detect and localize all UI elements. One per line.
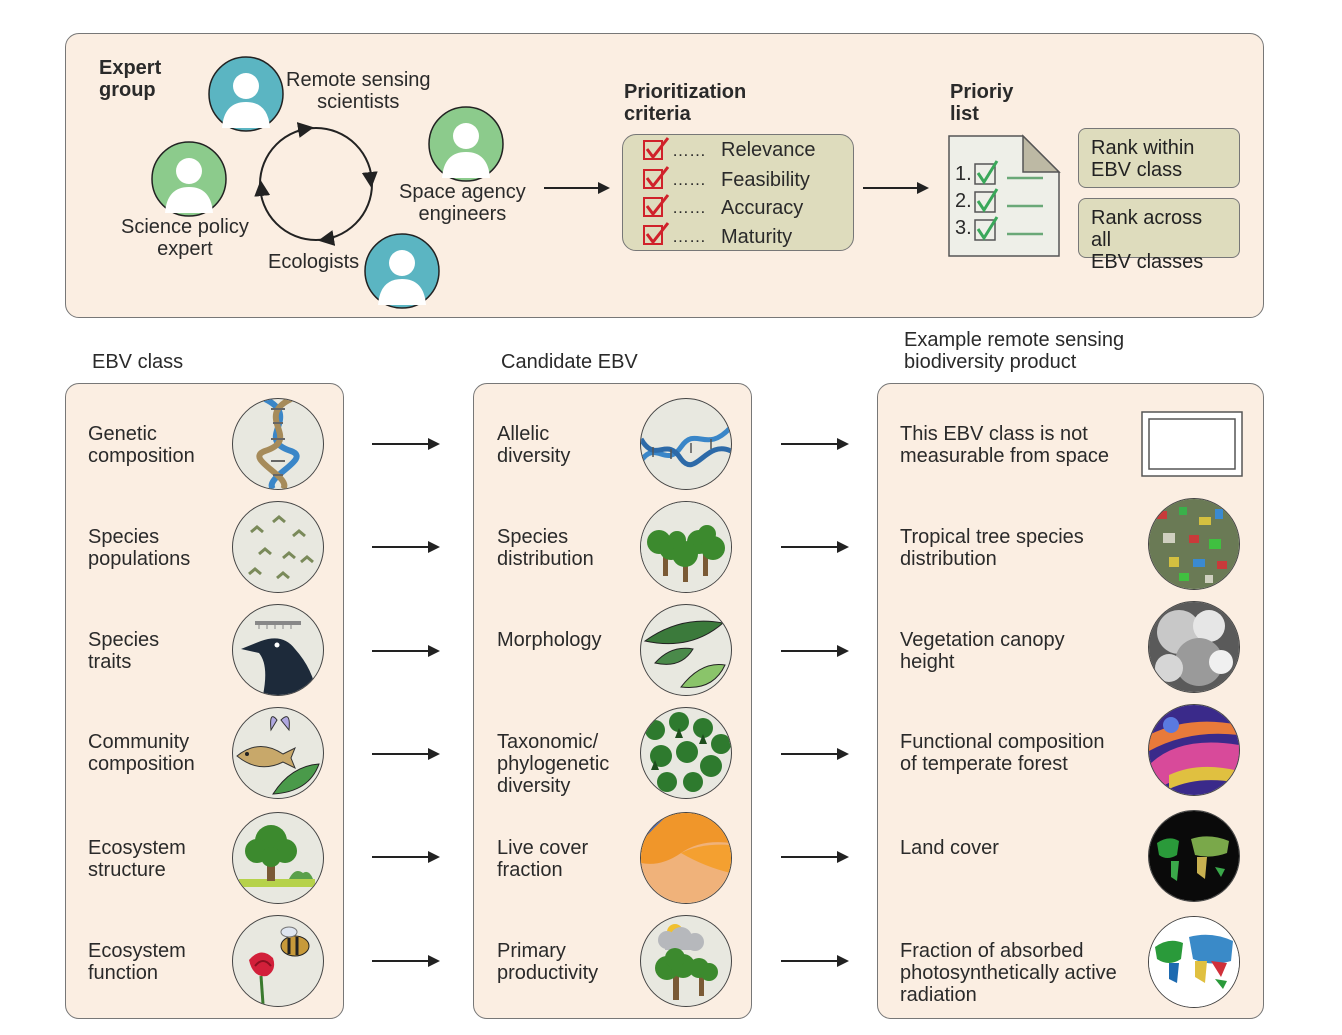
row-arrow-icon: [781, 747, 849, 761]
criteria-dots: ……: [672, 141, 706, 160]
row-arrow-icon: [781, 850, 849, 864]
cover-map-icon: [640, 812, 732, 904]
product-label: Vegetation canopy height: [900, 629, 1065, 673]
butterfly-fish-leaf-icon: [232, 707, 324, 799]
criteria-check-icon: [642, 166, 670, 190]
criteria-dots: ……: [672, 198, 706, 217]
world-land-cover-icon: [1148, 810, 1240, 902]
crow-icon: [232, 604, 324, 696]
ebv-class-label: Genetic composition: [88, 423, 195, 467]
ebv-class-column: [65, 383, 344, 1019]
ebv-class-label: Ecosystem function: [88, 940, 186, 984]
criteria-check-icon: [642, 194, 670, 218]
ebv-class-label: Ecosystem structure: [88, 837, 186, 881]
header-ebv-class: EBV class: [92, 351, 184, 373]
criterion-feasibility: Feasibility: [721, 169, 810, 191]
role-science-policy: Science policy expert: [121, 216, 249, 260]
cycle-arrows-icon: [254, 122, 378, 246]
rank-across-box: Rank across all EBV classes: [1078, 198, 1240, 273]
product-label: Tropical tree species distribution: [900, 526, 1084, 570]
priority-list-title: Prioriy list: [950, 81, 1014, 125]
criteria-title: Prioritization criteria: [624, 81, 747, 125]
composition-map-icon: [1148, 704, 1240, 796]
row-arrow-icon: [372, 644, 440, 658]
criteria-dots: ……: [672, 227, 706, 246]
role-ecologists: Ecologists: [268, 251, 360, 273]
cloud-tree-icon: [640, 915, 732, 1007]
ebv-class-label: Community composition: [88, 731, 195, 775]
header-candidate-ebv: Candidate EBV: [501, 351, 638, 373]
product-label: Land cover: [900, 837, 999, 859]
arrow-to-priority-icon: [863, 181, 929, 195]
row-arrow-icon: [781, 644, 849, 658]
empty-frame-icon: [1141, 411, 1243, 477]
candidate-ebv-label: Primary productivity: [497, 940, 599, 984]
person-icon-ecologists: [364, 233, 440, 309]
bee-flower-icon: [232, 915, 324, 1007]
row-arrow-icon: [372, 437, 440, 451]
row-arrow-icon: [372, 850, 440, 864]
role-remote-sensing: Remote sensing scientists: [286, 69, 431, 113]
world-fapar-icon: [1148, 916, 1240, 1008]
ebv-class-label: Species traits: [88, 629, 160, 673]
candidate-ebv-label: Morphology: [497, 629, 602, 651]
product-label: Fraction of absorbed photosynthetically …: [900, 940, 1117, 1006]
expert-group-title: Expert group: [99, 57, 162, 101]
person-icon-remote-sensing: [208, 56, 284, 132]
rank-within-box: Rank within EBV class: [1078, 128, 1240, 188]
product-label: This EBV class is not measurable from sp…: [900, 423, 1109, 467]
dna-strand-icon: [640, 398, 732, 490]
candidate-ebv-label: Taxonomic/ phylogenetic diversity: [497, 731, 610, 797]
product-column: [877, 383, 1264, 1019]
trees-icon: [640, 501, 732, 593]
tree-icon: [232, 812, 324, 904]
birds-icon: [232, 501, 324, 593]
criteria-dots: ……: [672, 170, 706, 189]
person-icon-science-policy: [151, 141, 227, 217]
person-icon-space-agency: [428, 106, 504, 182]
criterion-maturity: Maturity: [721, 226, 793, 248]
arrow-to-criteria-icon: [544, 181, 610, 195]
canopy-map-icon: [1148, 601, 1240, 693]
criterion-relevance: Relevance: [721, 139, 816, 161]
species-map-icon: [1148, 498, 1240, 590]
row-arrow-icon: [781, 437, 849, 451]
priority-number: 2.: [955, 190, 972, 212]
product-label: Functional composition of temperate fore…: [900, 731, 1105, 775]
candidate-ebv-label: Allelic diversity: [497, 423, 571, 467]
criteria-check-icon: [642, 222, 670, 246]
priority-number: 1.: [955, 163, 972, 185]
criteria-check-icon: [642, 137, 670, 161]
row-arrow-icon: [372, 747, 440, 761]
priority-number: 3.: [955, 217, 972, 239]
leaves-icon: [640, 604, 732, 696]
forest-icon: [640, 707, 732, 799]
document-icon: [947, 134, 1061, 258]
row-arrow-icon: [781, 954, 849, 968]
row-arrow-icon: [372, 954, 440, 968]
candidate-ebv-label: Species distribution: [497, 526, 594, 570]
row-arrow-icon: [781, 540, 849, 554]
candidate-ebv-column: [473, 383, 752, 1019]
candidate-ebv-label: Live cover fraction: [497, 837, 589, 881]
header-remote-sensing-product: Example remote sensing biodiversity prod…: [904, 329, 1125, 373]
row-arrow-icon: [372, 540, 440, 554]
role-space-agency: Space agency engineers: [399, 181, 526, 225]
criterion-accuracy: Accuracy: [721, 197, 804, 219]
ebv-class-label: Species populations: [88, 526, 191, 570]
dna-icon: [232, 398, 324, 490]
